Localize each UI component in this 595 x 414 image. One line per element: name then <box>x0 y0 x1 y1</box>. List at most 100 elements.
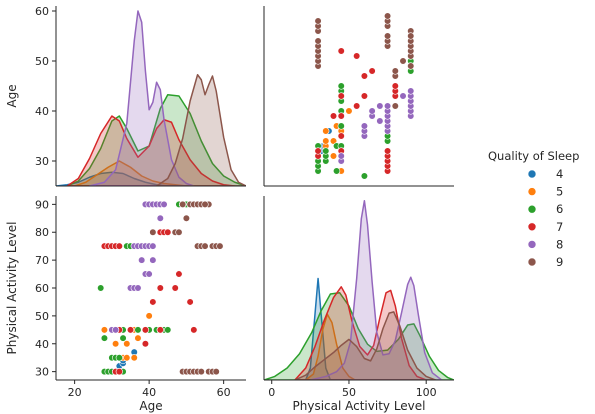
pal-y-tick-label: 90 <box>35 198 49 211</box>
pal-x-tick-label: 100 <box>416 386 437 399</box>
scatter-point-level-6 <box>164 326 172 334</box>
scatter-point-level-5 <box>112 340 120 348</box>
scatter-point-level-9 <box>201 242 209 250</box>
scatter-point-level-5 <box>322 127 330 135</box>
scatter-point-level-7 <box>337 112 345 120</box>
legend-label-level-8: 8 <box>556 237 563 251</box>
age-kde-level-7 <box>66 115 236 186</box>
panel-pal-age-scatter <box>263 6 454 187</box>
scatter-point-level-5 <box>123 340 131 348</box>
age-y-tick-label: 60 <box>35 5 49 18</box>
scatter-point-level-6 <box>360 172 369 180</box>
scatter-point-level-7 <box>141 326 150 334</box>
panel-pal-kde <box>263 196 454 381</box>
scatter-point-level-9 <box>149 228 157 236</box>
scatter-point-level-8 <box>337 152 345 160</box>
pal-y-tick-label: 50 <box>35 310 49 323</box>
scatter-point-level-5 <box>134 334 142 342</box>
legend-marker-level-9 <box>527 257 537 267</box>
scatter-point-level-7 <box>149 298 157 306</box>
legend-marker-level-4 <box>527 169 537 179</box>
legend-marker-level-6 <box>527 204 537 214</box>
pal-y-tick-label: 30 <box>35 366 49 379</box>
age-y-tick-label: 30 <box>35 155 49 168</box>
pal-x-tick-label: 0 <box>268 386 275 399</box>
scatter-point-level-8 <box>145 270 153 278</box>
scatter-point-level-7 <box>186 298 194 306</box>
scatter-point-level-7 <box>383 147 392 155</box>
scatter-point-level-8 <box>376 102 384 110</box>
legend-label-level-7: 7 <box>556 220 563 234</box>
scatter-point-level-8 <box>138 256 146 264</box>
legend-label-level-6: 6 <box>556 202 563 216</box>
scatter-point-level-8 <box>383 102 392 110</box>
scatter-point-level-9 <box>314 37 322 45</box>
scatter-point-level-5 <box>322 137 330 145</box>
scatter-point-level-7 <box>156 284 164 292</box>
scatter-point-level-7 <box>391 82 399 90</box>
scatter-point-level-5 <box>329 152 338 160</box>
scatter-point-level-7 <box>353 102 361 110</box>
age-kde-level-8 <box>88 10 195 186</box>
scatter-point-level-6 <box>337 122 345 130</box>
scatter-point-level-8 <box>376 117 384 125</box>
age-x-tick-label: 40 <box>142 386 156 399</box>
legend-marker-level-8 <box>527 240 537 249</box>
scatter-point-level-7 <box>337 92 345 100</box>
scatter-point-level-7 <box>353 52 361 60</box>
scatter-point-level-6 <box>119 334 127 342</box>
scatter-point-level-7 <box>115 368 123 376</box>
scatter-point-level-9 <box>399 57 407 65</box>
scatter-point-level-6 <box>97 284 105 292</box>
pal-kde-level-9 <box>294 311 437 380</box>
scatter-point-level-7 <box>156 326 164 334</box>
pal-kde-level-8 <box>309 200 443 380</box>
scatter-point-level-8 <box>134 284 142 292</box>
tick-layer: 20 40 60 0 50 100 30 40 50 60 30 40 50 60 70 80 90 <box>35 5 437 399</box>
scatter-point-level-6 <box>100 334 109 342</box>
pal-y-tick-label: 70 <box>35 254 49 267</box>
scatter-point-level-6 <box>115 354 123 362</box>
x-axis-label-age: Age <box>139 399 162 413</box>
scatter-point-level-9 <box>216 242 224 250</box>
legend-marker-level-7 <box>527 222 537 232</box>
scatter-point-level-7 <box>337 47 345 55</box>
legend-title: Quality of Sleep <box>488 149 579 163</box>
scatter-point-level-9 <box>201 200 209 208</box>
panel-age-kde <box>55 6 246 187</box>
y-axis-label-physical-activity: Physical Activity Level <box>5 222 19 355</box>
scatter-point-level-7 <box>360 72 369 80</box>
scatter-point-level-8 <box>368 107 376 115</box>
age-x-tick-label: 20 <box>68 386 82 399</box>
scatter-point-level-7 <box>314 147 322 155</box>
age-kde-level-9 <box>155 74 246 186</box>
x-axis-label-physical-activity: Physical Activity Level <box>293 399 426 413</box>
age-kde-level-5 <box>73 160 188 186</box>
pal-y-tick-label: 60 <box>35 282 49 295</box>
scatter-point-level-9 <box>314 17 322 25</box>
scatter-point-level-8 <box>399 92 407 100</box>
scatter-point-level-7 <box>126 326 135 334</box>
scatter-point-level-6 <box>337 82 345 90</box>
legend-items: 4 5 6 7 8 9 <box>527 167 563 269</box>
scatter-point-level-9 <box>197 368 205 376</box>
scatter-point-level-8 <box>156 214 164 222</box>
scatter-point-level-7 <box>337 132 345 140</box>
scatter-point-level-6 <box>134 326 142 334</box>
scatter-point-level-7 <box>329 112 338 120</box>
panel-age-pal-scatter <box>55 196 246 381</box>
scatter-point-level-9 <box>407 32 415 40</box>
scatter-point-level-7 <box>190 326 198 334</box>
scatter-point-level-9 <box>212 368 220 376</box>
scatter-point-level-6 <box>322 147 330 155</box>
scatter-point-level-7 <box>175 270 183 278</box>
scatter-point-level-7 <box>360 92 369 100</box>
legend-marker-level-5 <box>527 187 537 196</box>
scatter-point-level-5 <box>100 326 109 334</box>
scatter-point-level-5 <box>123 354 131 362</box>
scatter-point-level-7 <box>115 242 123 250</box>
legend-label-level-4: 4 <box>556 167 563 181</box>
age-x-tick-label: 60 <box>217 386 231 399</box>
